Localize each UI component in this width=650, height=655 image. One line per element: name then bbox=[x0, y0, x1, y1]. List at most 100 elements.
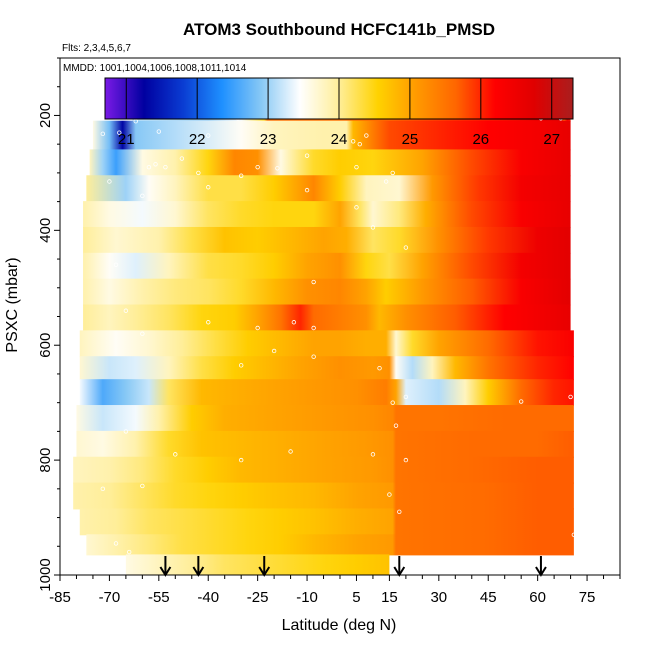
heatmap-layer bbox=[125, 554, 390, 576]
x-tick-label: -70 bbox=[99, 589, 121, 606]
x-tick-label: 75 bbox=[579, 589, 596, 606]
sample-point bbox=[354, 164, 359, 170]
heatmap-layer bbox=[79, 508, 574, 536]
sample-point bbox=[518, 399, 524, 404]
heatmap-layer bbox=[79, 379, 574, 407]
flights-note: Flts: 2,3,4,5,6,7 bbox=[62, 43, 131, 54]
sample-point bbox=[238, 173, 244, 178]
x-tick-label: -25 bbox=[247, 589, 269, 606]
chart-title: ATOM3 Southbound HCFC141b_PMSD bbox=[183, 20, 495, 39]
sample-point bbox=[123, 308, 129, 313]
sample-point bbox=[163, 164, 168, 170]
sample-point bbox=[350, 139, 356, 144]
y-axis: 200 400 600 800 1000 bbox=[37, 57, 60, 592]
sample-point bbox=[304, 187, 310, 193]
heatmap-layer bbox=[79, 330, 574, 358]
colorbar: 21 22 23 24 25 26 27 bbox=[104, 77, 574, 148]
x-tick-label: 5 bbox=[352, 589, 360, 606]
x-tick-label: -85 bbox=[49, 589, 71, 606]
sample-point bbox=[206, 320, 211, 325]
sample-point bbox=[120, 567, 125, 572]
sample-point bbox=[107, 179, 112, 184]
x-tick-label: -40 bbox=[197, 589, 219, 606]
sample-point bbox=[571, 532, 577, 537]
sample-point bbox=[288, 449, 293, 454]
x-tick-label: 30 bbox=[430, 589, 447, 606]
sample-point bbox=[140, 193, 145, 199]
sample-point bbox=[370, 225, 376, 230]
colorbar-tick-label: 23 bbox=[260, 131, 277, 148]
y-tick-label: 1000 bbox=[37, 558, 54, 591]
sample-point bbox=[275, 166, 280, 171]
heatmap-layers bbox=[73, 97, 574, 576]
profile-arrow bbox=[393, 556, 406, 577]
sample-point bbox=[238, 457, 244, 463]
sample-point bbox=[156, 129, 162, 134]
sample-point bbox=[311, 325, 316, 331]
y-axis-label: PSXC (mbar) bbox=[4, 257, 21, 352]
sample-point bbox=[113, 262, 119, 267]
sample-point bbox=[377, 366, 382, 371]
sample-point bbox=[390, 170, 395, 176]
heatmap-layer bbox=[79, 356, 574, 381]
heatmap-layer bbox=[83, 278, 571, 306]
sample-point bbox=[311, 279, 316, 285]
sample-point bbox=[100, 486, 106, 492]
sample-point bbox=[370, 452, 376, 457]
sample-point bbox=[196, 170, 201, 176]
x-tick-label: -10 bbox=[296, 589, 318, 606]
sample-point bbox=[311, 354, 316, 359]
sample-point bbox=[153, 162, 158, 167]
sample-point bbox=[271, 348, 277, 354]
x-tick-label: -55 bbox=[148, 589, 170, 606]
y-tick-label: 800 bbox=[37, 448, 54, 473]
colorbar-tick-label: 25 bbox=[402, 131, 419, 148]
heatmap-layer bbox=[92, 120, 571, 151]
sample-point bbox=[100, 131, 106, 137]
sample-point bbox=[568, 394, 573, 400]
sample-point bbox=[238, 363, 244, 368]
sample-point bbox=[206, 185, 211, 190]
sample-point bbox=[397, 509, 402, 515]
sample-point bbox=[179, 156, 185, 161]
sample-point bbox=[173, 452, 178, 457]
sample-point bbox=[304, 153, 310, 158]
sample-point bbox=[255, 325, 260, 331]
sample-point bbox=[255, 164, 260, 170]
sample-point bbox=[390, 400, 395, 405]
x-axis: -85 -70 -55 -40 -25 -10 5 15 30 45 60 75 bbox=[49, 575, 621, 606]
heatmap-layer bbox=[86, 175, 571, 203]
x-tick-label: 15 bbox=[381, 589, 398, 606]
x-tick-label: 60 bbox=[529, 589, 546, 606]
y-tick-label: 600 bbox=[37, 333, 54, 358]
heatmap-layer bbox=[83, 252, 571, 280]
x-tick-label: 45 bbox=[480, 589, 497, 606]
heatmap-layer bbox=[73, 482, 574, 510]
sample-point bbox=[393, 423, 399, 428]
colorbar-tick-label: 27 bbox=[543, 131, 560, 148]
sample-point bbox=[146, 164, 152, 170]
x-axis-label: Latitude (deg N) bbox=[282, 617, 397, 634]
sample-point bbox=[403, 457, 409, 463]
sample-point bbox=[291, 320, 297, 325]
y-tick-label: 400 bbox=[37, 218, 54, 243]
sample-point bbox=[387, 492, 392, 497]
heatmap-layer bbox=[73, 456, 574, 484]
colorbar-tick-label: 26 bbox=[472, 131, 489, 148]
sample-point bbox=[364, 133, 369, 138]
colorbar-tick-label: 21 bbox=[118, 131, 135, 148]
sample-point bbox=[113, 541, 119, 546]
colorbar-tick-label: 24 bbox=[331, 131, 348, 148]
sample-point bbox=[403, 245, 409, 250]
sample-point bbox=[126, 549, 132, 555]
heatmap-layer bbox=[76, 430, 574, 458]
dates-note: MMDD: 1001,1004,1006,1008,1011,1014 bbox=[63, 63, 247, 74]
heatmap-layer bbox=[76, 405, 574, 432]
sample-point bbox=[354, 205, 359, 210]
heatmap-layer bbox=[83, 226, 571, 254]
sample-point bbox=[140, 331, 145, 336]
colorbar-tick-label: 22 bbox=[189, 131, 206, 148]
heatmap-layer bbox=[83, 201, 571, 228]
